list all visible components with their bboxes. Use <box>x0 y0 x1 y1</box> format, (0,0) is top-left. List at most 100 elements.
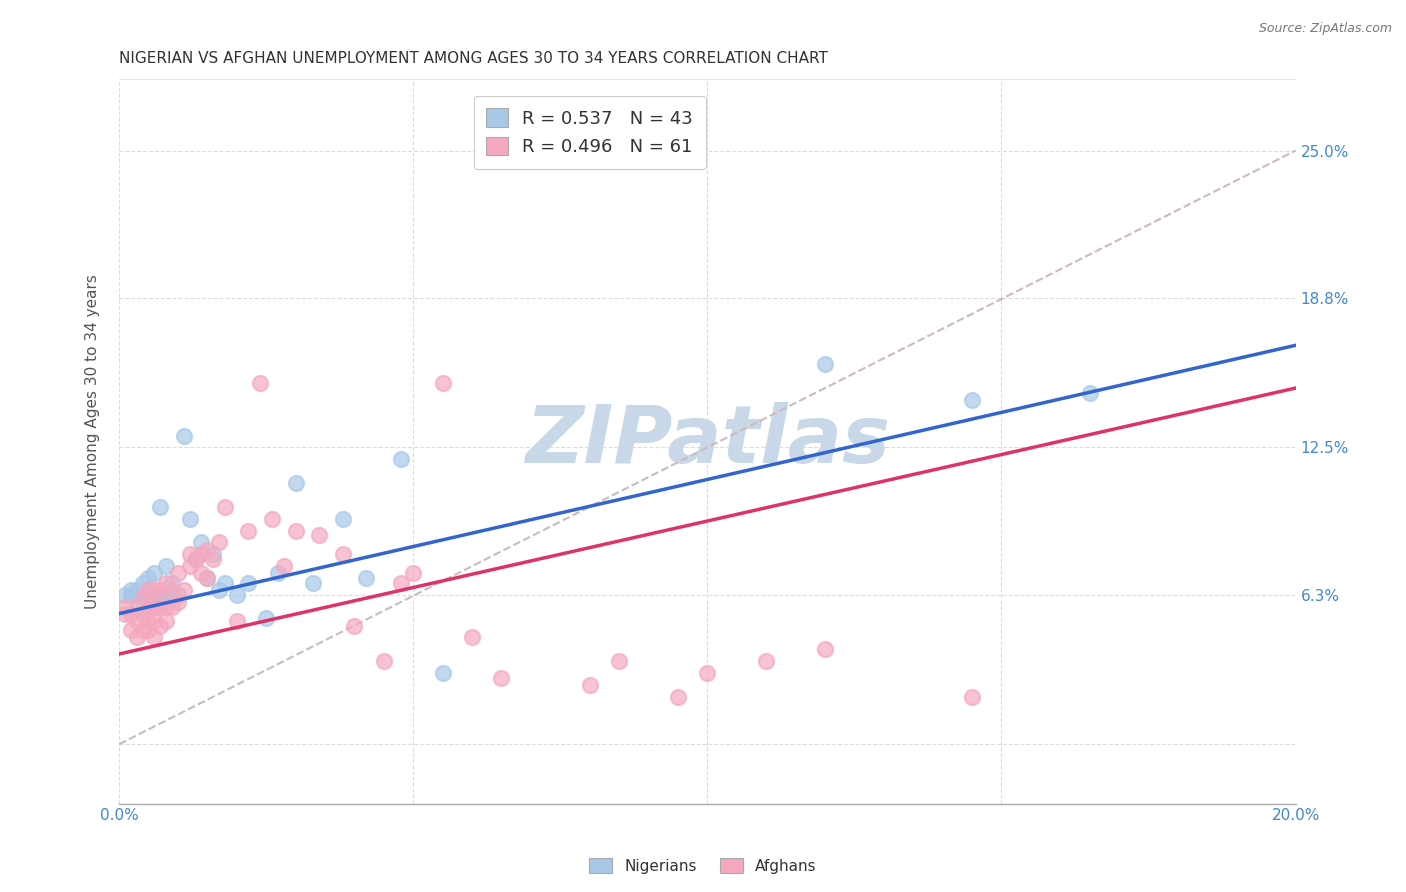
Point <box>143 599 166 614</box>
Point <box>432 665 454 680</box>
Point <box>238 575 260 590</box>
Legend: Nigerians, Afghans: Nigerians, Afghans <box>583 852 823 880</box>
Point <box>214 575 236 590</box>
Point <box>167 588 190 602</box>
Text: ZIPatlas: ZIPatlas <box>524 402 890 481</box>
Point <box>143 582 166 597</box>
Point <box>149 595 172 609</box>
Point <box>120 588 142 602</box>
Point <box>114 607 136 621</box>
Point <box>167 595 190 609</box>
Point <box>143 614 166 628</box>
Point <box>125 599 148 614</box>
Point <box>184 552 207 566</box>
Point <box>208 582 231 597</box>
Point <box>195 571 218 585</box>
Point <box>131 590 153 604</box>
Point <box>1078 385 1101 400</box>
Point <box>138 614 160 628</box>
Point <box>114 599 136 614</box>
Point <box>160 582 183 597</box>
Point <box>179 547 201 561</box>
Point <box>143 588 166 602</box>
Point <box>125 582 148 597</box>
Point <box>155 575 177 590</box>
Point <box>202 552 225 566</box>
Point <box>373 654 395 668</box>
Point <box>491 671 513 685</box>
Point <box>461 631 484 645</box>
Point <box>143 566 166 581</box>
Point <box>138 582 160 597</box>
Point <box>302 575 325 590</box>
Point <box>354 571 377 585</box>
Point <box>155 599 177 614</box>
Text: NIGERIAN VS AFGHAN UNEMPLOYMENT AMONG AGES 30 TO 34 YEARS CORRELATION CHART: NIGERIAN VS AFGHAN UNEMPLOYMENT AMONG AG… <box>120 51 828 66</box>
Point <box>195 571 218 585</box>
Point <box>696 665 718 680</box>
Point <box>155 588 177 602</box>
Point <box>332 511 354 525</box>
Point <box>125 588 148 602</box>
Point <box>666 690 689 704</box>
Point <box>143 599 166 614</box>
Point <box>202 547 225 561</box>
Point <box>179 511 201 525</box>
Point <box>131 588 153 602</box>
Point <box>179 559 201 574</box>
Point <box>155 614 177 628</box>
Point <box>332 547 354 561</box>
Point <box>149 588 172 602</box>
Point <box>120 607 142 621</box>
Text: Source: ZipAtlas.com: Source: ZipAtlas.com <box>1258 22 1392 36</box>
Point <box>160 588 183 602</box>
Point <box>343 618 366 632</box>
Point <box>254 611 277 625</box>
Point <box>391 575 413 590</box>
Point <box>138 571 160 585</box>
Point <box>149 500 172 514</box>
Point <box>143 631 166 645</box>
Point <box>149 582 172 597</box>
Point <box>160 599 183 614</box>
Point <box>214 500 236 514</box>
Point <box>125 631 148 645</box>
Point <box>273 559 295 574</box>
Point <box>267 566 290 581</box>
Y-axis label: Unemployment Among Ages 30 to 34 years: Unemployment Among Ages 30 to 34 years <box>86 274 100 609</box>
Point <box>190 535 212 549</box>
Point <box>225 588 247 602</box>
Point <box>138 624 160 638</box>
Point <box>155 559 177 574</box>
Point <box>120 624 142 638</box>
Point <box>138 595 160 609</box>
Point <box>149 618 172 632</box>
Point <box>402 566 425 581</box>
Point <box>238 524 260 538</box>
Point <box>173 582 195 597</box>
Point <box>131 607 153 621</box>
Point <box>814 357 837 371</box>
Point <box>755 654 778 668</box>
Point <box>284 524 307 538</box>
Point <box>249 376 271 391</box>
Legend: R = 0.537   N = 43, R = 0.496   N = 61: R = 0.537 N = 43, R = 0.496 N = 61 <box>474 95 706 169</box>
Point <box>125 614 148 628</box>
Point <box>138 599 160 614</box>
Point <box>120 582 142 597</box>
Point <box>284 476 307 491</box>
Point <box>607 654 630 668</box>
Point <box>149 599 172 614</box>
Point <box>225 614 247 628</box>
Point <box>960 392 983 407</box>
Point <box>960 690 983 704</box>
Point <box>138 588 160 602</box>
Point <box>173 428 195 442</box>
Point <box>260 511 283 525</box>
Point <box>208 535 231 549</box>
Point <box>167 566 190 581</box>
Point <box>308 528 330 542</box>
Point <box>814 642 837 657</box>
Point <box>131 595 153 609</box>
Point <box>578 678 600 692</box>
